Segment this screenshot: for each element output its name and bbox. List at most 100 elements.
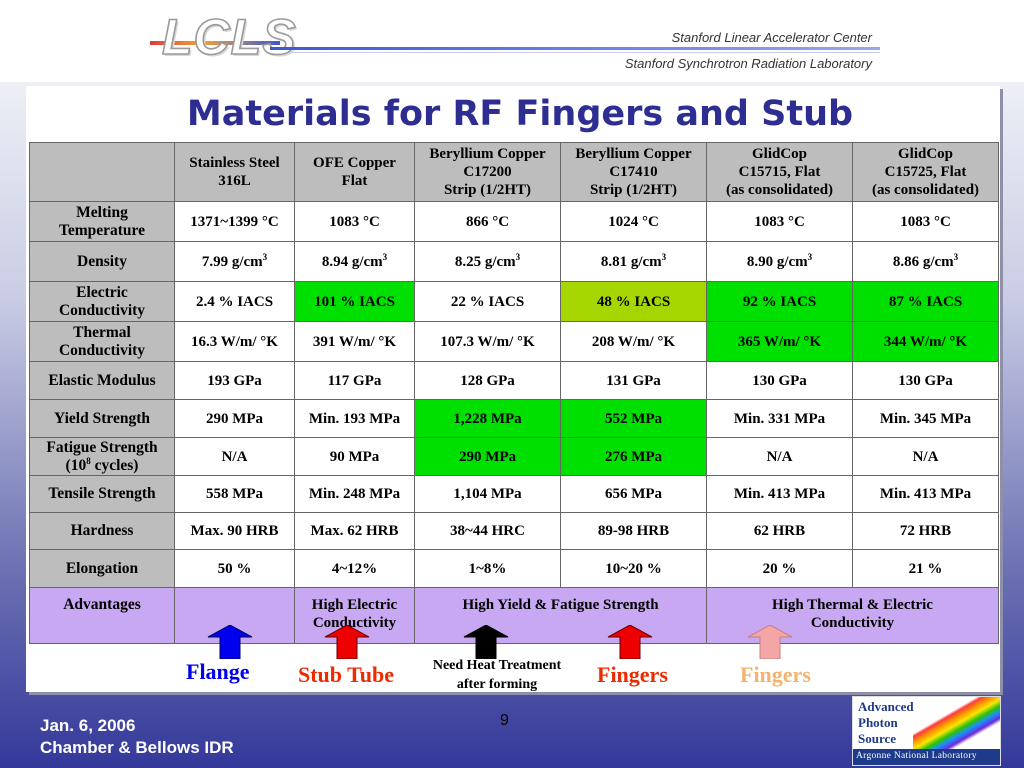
fingers-arrow-light-icon bbox=[747, 625, 793, 659]
institution-slac: Stanford Linear Accelerator Center bbox=[671, 30, 872, 45]
table-cell-highlight: 87 % IACS bbox=[852, 281, 999, 322]
table-cell-highlight: 1,228 MPa bbox=[414, 399, 561, 438]
table-cell: 38~44 HRC bbox=[414, 512, 561, 550]
table-row: Yield Strength 290 MPa Min. 193 MPa 1,22… bbox=[29, 399, 999, 438]
fingers-arrow-icon bbox=[607, 625, 653, 659]
header: LCLS Stanford Linear Accelerator Center … bbox=[0, 0, 1024, 82]
header-rule bbox=[270, 47, 880, 50]
table-cell-highlight: 101 % IACS bbox=[294, 281, 415, 322]
rainbow-graphic bbox=[913, 697, 1000, 751]
table-cell: 1,104 MPa bbox=[414, 475, 561, 513]
table-cell: N/A bbox=[706, 437, 853, 476]
table-cell: Min. 413 MPa bbox=[852, 475, 999, 513]
advantages-row: Advantages High Electric Conductivity Hig… bbox=[29, 587, 999, 644]
row-header: Yield Strength bbox=[29, 399, 175, 438]
table-row: Elastic Modulus 193 GPa 117 GPa 128 GPa … bbox=[29, 361, 999, 400]
table-cell: 72 HRB bbox=[852, 512, 999, 550]
table-cell: 1083 °C bbox=[706, 201, 853, 242]
fingers-label: Fingers bbox=[597, 662, 668, 687]
table-cell: 8.81 g/cm3 bbox=[560, 241, 707, 282]
table-cell: N/A bbox=[174, 437, 295, 476]
table-cell: 8.94 g/cm3 bbox=[294, 241, 415, 282]
aps-lab-bar bbox=[853, 749, 1000, 765]
table-cell-highlight: 365 W/m/ °K bbox=[706, 321, 853, 362]
aps-lab-name: Argonne National Laboratory bbox=[856, 751, 977, 761]
logo-text: LCLS bbox=[161, 8, 297, 66]
table-cell: 8.90 g/cm3 bbox=[706, 241, 853, 282]
table-cell: 117 GPa bbox=[294, 361, 415, 400]
table-cell: 2.4 % IACS bbox=[174, 281, 295, 322]
table-cell: 89-98 HRB bbox=[560, 512, 707, 550]
table-cell: 7.99 g/cm3 bbox=[174, 241, 295, 282]
slide-title: Materials for RF Fingers and Stub bbox=[186, 94, 854, 134]
table-cell: 1~8% bbox=[414, 549, 561, 588]
column-header: Beryllium Copper C17410 Strip (1/2HT) bbox=[560, 142, 707, 202]
aps-word: Source bbox=[858, 731, 897, 746]
table-cell-highlight: 344 W/m/ °K bbox=[852, 321, 999, 362]
row-header: Elongation bbox=[29, 549, 175, 588]
table-cell: 656 MPa bbox=[560, 475, 707, 513]
table-cell: 90 MPa bbox=[294, 437, 415, 476]
table-cell: 1024 °C bbox=[560, 201, 707, 242]
footer: Jan. 6, 2006 Chamber & Bellows IDR bbox=[40, 715, 234, 759]
heat-treatment-label: Need Heat Treatment after forming bbox=[432, 658, 562, 692]
row-header: Density bbox=[29, 241, 175, 282]
row-header: Hardness bbox=[29, 512, 175, 550]
table-row: Electric Conductivity 2.4 % IACS 101 % IA… bbox=[29, 281, 999, 322]
table-cell: 4~12% bbox=[294, 549, 415, 588]
flange-label: Flange bbox=[186, 659, 250, 684]
table-row: Hardness Max. 90 HRB Max. 62 HRB 38~44 H… bbox=[29, 512, 999, 550]
column-header: Stainless Steel 316L bbox=[174, 142, 295, 202]
table-row: Fatigue Strength (108 cycles) N/A 90 MPa … bbox=[29, 437, 999, 476]
row-header: Thermal Conductivity bbox=[29, 321, 175, 362]
table-cell: 62 HRB bbox=[706, 512, 853, 550]
table-cell-highlight: 276 MPa bbox=[560, 437, 707, 476]
row-header: Electric Conductivity bbox=[29, 281, 175, 322]
corner-cell bbox=[29, 142, 175, 202]
table-row: Density 7.99 g/cm3 8.94 g/cm3 8.25 g/cm3… bbox=[29, 241, 999, 282]
table-cell: 16.3 W/m/ °K bbox=[174, 321, 295, 362]
column-header: GlidCop C15715, Flat (as consolidated) bbox=[706, 142, 853, 202]
column-header: Beryllium Copper C17200 Strip (1/2HT) bbox=[414, 142, 561, 202]
table-cell: 8.25 g/cm3 bbox=[414, 241, 561, 282]
row-header: Fatigue Strength (108 cycles) bbox=[29, 437, 175, 476]
table-cell: 20 % bbox=[706, 549, 853, 588]
table-cell: N/A bbox=[852, 437, 999, 476]
table-cell: 1083 °C bbox=[852, 201, 999, 242]
table-row: Melting Temperature 1371~1399 °C 1083 °C … bbox=[29, 201, 999, 242]
fingers-label-light: Fingers bbox=[740, 662, 811, 687]
row-header: Tensile Strength bbox=[29, 475, 175, 513]
row-header: Melting Temperature bbox=[29, 201, 175, 242]
table-row: Elongation 50 % 4~12% 1~8% 10~20 % 20 % … bbox=[29, 549, 999, 588]
table-cell: Max. 62 HRB bbox=[294, 512, 415, 550]
table-cell: 193 GPa bbox=[174, 361, 295, 400]
table-row: Thermal Conductivity 16.3 W/m/ °K 391 W/m… bbox=[29, 321, 999, 362]
table-cell: 8.86 g/cm3 bbox=[852, 241, 999, 282]
table-cell: Min. 331 MPa bbox=[706, 399, 853, 438]
footer-event: Chamber & Bellows IDR bbox=[40, 738, 234, 757]
aps-word: Advanced bbox=[858, 699, 914, 714]
materials-table: Stainless Steel 316L OFE Copper Flat Beryl… bbox=[29, 142, 999, 644]
table-cell: 130 GPa bbox=[706, 361, 853, 400]
table-cell: 130 GPa bbox=[852, 361, 999, 400]
aps-word: Photon bbox=[858, 715, 898, 730]
table-cell: 558 MPa bbox=[174, 475, 295, 513]
table-cell: 107.3 W/m/ °K bbox=[414, 321, 561, 362]
table-header-row: Stainless Steel 316L OFE Copper Flat Beryl… bbox=[29, 142, 999, 202]
footer-date: Jan. 6, 2006 bbox=[40, 716, 136, 735]
row-header: Advantages bbox=[29, 587, 175, 644]
row-header: Elastic Modulus bbox=[29, 361, 175, 400]
header-rule-thin bbox=[290, 52, 880, 53]
table-cell: 208 W/m/ °K bbox=[560, 321, 707, 362]
table-cell: Max. 90 HRB bbox=[174, 512, 295, 550]
table-cell: Min. 193 MPa bbox=[294, 399, 415, 438]
column-header: OFE Copper Flat bbox=[294, 142, 415, 202]
table-cell: 50 % bbox=[174, 549, 295, 588]
institution-ssrl: Stanford Synchrotron Radiation Laborator… bbox=[624, 56, 872, 71]
table-cell: 128 GPa bbox=[414, 361, 561, 400]
column-header: GlidCop C15725, Flat (as consolidated) bbox=[852, 142, 999, 202]
table-cell: Min. 248 MPa bbox=[294, 475, 415, 513]
flange-arrow-icon bbox=[207, 625, 253, 659]
table-cell-highlight: 92 % IACS bbox=[706, 281, 853, 322]
table-cell: 391 W/m/ °K bbox=[294, 321, 415, 362]
